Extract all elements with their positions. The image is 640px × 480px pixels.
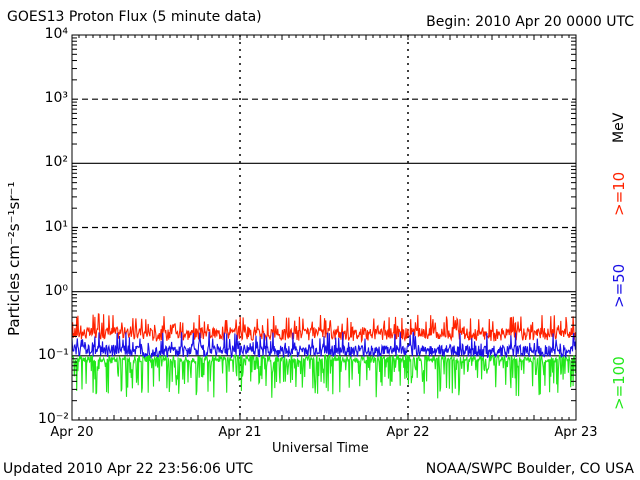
begin-date: Begin: 2010 Apr 20 0000 UTC [426, 14, 634, 30]
y-tick-label: 10¹ [44, 218, 68, 235]
legend-ge10: >=10 [610, 171, 628, 216]
y-axis-label: Particles cm⁻²s⁻¹sr⁻¹ [5, 181, 23, 336]
series-layer [71, 313, 577, 399]
updated-timestamp: Updated 2010 Apr 22 23:56:06 UTC [3, 461, 254, 477]
series-line-ge10 [71, 313, 577, 344]
y-tick-label: 10³ [44, 90, 68, 107]
plot-frame [71, 34, 577, 421]
chart-title: GOES13 Proton Flux (5 minute data) [7, 9, 262, 25]
series-line-ge100 [71, 353, 577, 399]
x-tick-label: Apr 22 [386, 425, 430, 440]
series-line-ge50 [71, 331, 577, 360]
y-tick-label: 10⁻² [38, 411, 69, 427]
x-axis-label: Universal Time [272, 441, 369, 456]
x-tick-label: Apr 23 [554, 425, 598, 440]
y-tick-label: 10⁻¹ [38, 346, 69, 363]
y-tick-label: 10² [44, 154, 68, 171]
y-tick-label: 10⁰ [44, 282, 68, 299]
x-tick-label: Apr 21 [218, 425, 262, 440]
credit-text: NOAA/SWPC Boulder, CO USA [425, 461, 634, 477]
y-tick-label: 10⁴ [44, 26, 68, 42]
legend-ge50: >=50 [610, 263, 628, 308]
x-tick-label: Apr 20 [50, 425, 94, 440]
legend-ge100: >=100 [610, 356, 628, 410]
legend-unit: MeV [611, 112, 627, 143]
